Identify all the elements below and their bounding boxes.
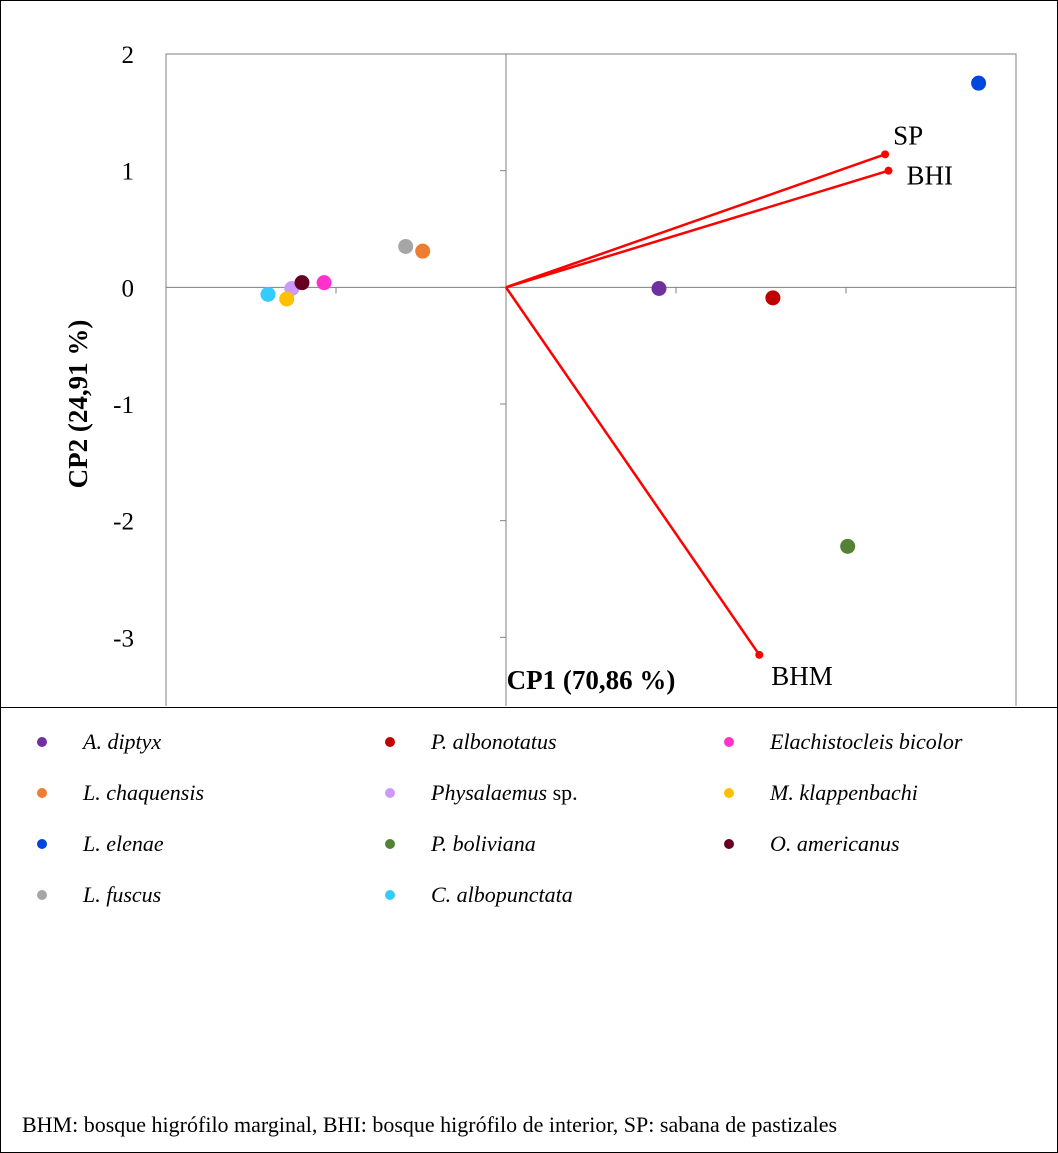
legend-label: P. albonotatus [431, 729, 557, 755]
legend-marker [37, 890, 47, 900]
plot-border [165, 53, 1017, 706]
legend-marker [724, 839, 734, 849]
legend-marker [385, 839, 395, 849]
legend-marker [724, 788, 734, 798]
legend-marker [385, 890, 395, 900]
legend-marker [37, 839, 47, 849]
loading-vector-tip [884, 166, 893, 175]
legend-species-name: P. boliviana [431, 831, 536, 856]
y-tick-label: 0 [122, 275, 135, 302]
legend-species-name: L. fuscus [83, 882, 162, 907]
legend-marker [724, 737, 734, 747]
legend-species-name: Elachistocleis bicolor [770, 729, 963, 754]
legend-species-name: C. albopunctata [431, 882, 573, 907]
legend: A. diptyx P. albonotatus Elachistocleis bi… [1, 707, 1057, 1153]
legend-marker [37, 788, 47, 798]
y-tick-label: 2 [122, 42, 135, 69]
legend-label: Physalaemus sp. [431, 780, 578, 806]
vector-label-sp: SP [893, 120, 923, 150]
loading-vector-tip [755, 650, 764, 659]
data-point [971, 75, 987, 91]
y-tick-label: -3 [113, 625, 134, 652]
legend-item: L. fuscus [37, 875, 161, 915]
legend-species-name: L. elenae [83, 831, 164, 856]
legend-item: Physalaemus sp. [385, 773, 578, 813]
y-axis-title: CP2 (24,91 %) [63, 320, 93, 489]
data-point [651, 281, 667, 296]
legend-species-name: L. chaquensis [83, 780, 204, 805]
legend-label: L. elenae [83, 831, 164, 857]
legend-species-name: A. diptyx [83, 729, 162, 754]
vector-label-bhm: BHM [771, 661, 833, 691]
y-tick-label: 1 [122, 159, 135, 186]
data-point [279, 291, 295, 307]
legend-species-name: Physalaemus [431, 780, 548, 805]
data-point [398, 239, 414, 254]
legend-species-name: P. albonotatus [431, 729, 557, 754]
x-axis-title: CP1 (70,86 %) [507, 665, 676, 695]
legend-label: M. klappenbachi [770, 780, 918, 806]
points-layer [260, 75, 987, 554]
vectors-layer: SP BHI BHM [504, 120, 954, 691]
y-tick-label: -2 [113, 509, 134, 536]
legend-species-name: O. americanus [770, 831, 900, 856]
data-point [840, 538, 856, 554]
data-point [765, 290, 781, 306]
data-point [294, 275, 310, 291]
legend-item: M. klappenbachi [724, 773, 918, 813]
legend-marker [385, 737, 395, 747]
legend-item: A. diptyx [37, 722, 161, 762]
legend-label: O. americanus [770, 831, 900, 857]
loading-vector-bhi [505, 169, 889, 289]
legend-label: Elachistocleis bicolor [770, 729, 962, 755]
legend-species-name: M. klappenbachi [770, 780, 918, 805]
legend-label: L. chaquensis [83, 780, 204, 806]
y-tick-label: -1 [113, 392, 134, 419]
legend-item: L. chaquensis [37, 773, 204, 813]
data-point [316, 275, 332, 291]
legend-item: O. americanus [724, 824, 900, 864]
legend-label: C. albopunctata [431, 882, 573, 908]
loading-vector-sp [505, 153, 886, 289]
legend-label: P. boliviana [431, 831, 536, 857]
legend-label: L. fuscus [83, 882, 161, 908]
legend-item: P. boliviana [385, 824, 536, 864]
legend-marker [37, 737, 47, 747]
legend-item: Elachistocleis bicolor [724, 722, 962, 762]
legend-marker [385, 788, 395, 798]
loading-vector-tip [881, 150, 890, 159]
footnote: BHM: bosque higrófilo marginal, BHI: bos… [22, 1112, 838, 1137]
legend-item: C. albopunctata [385, 875, 573, 915]
legend-label: A. diptyx [83, 729, 161, 755]
data-point [415, 243, 431, 259]
legend-species-suffix: sp. [547, 780, 578, 805]
legend-item: L. elenae [37, 824, 164, 864]
legend-item: P. albonotatus [385, 722, 557, 762]
data-point [260, 286, 276, 302]
vector-label-bhi: BHI [907, 161, 954, 191]
loading-vector-bhm [504, 286, 761, 656]
